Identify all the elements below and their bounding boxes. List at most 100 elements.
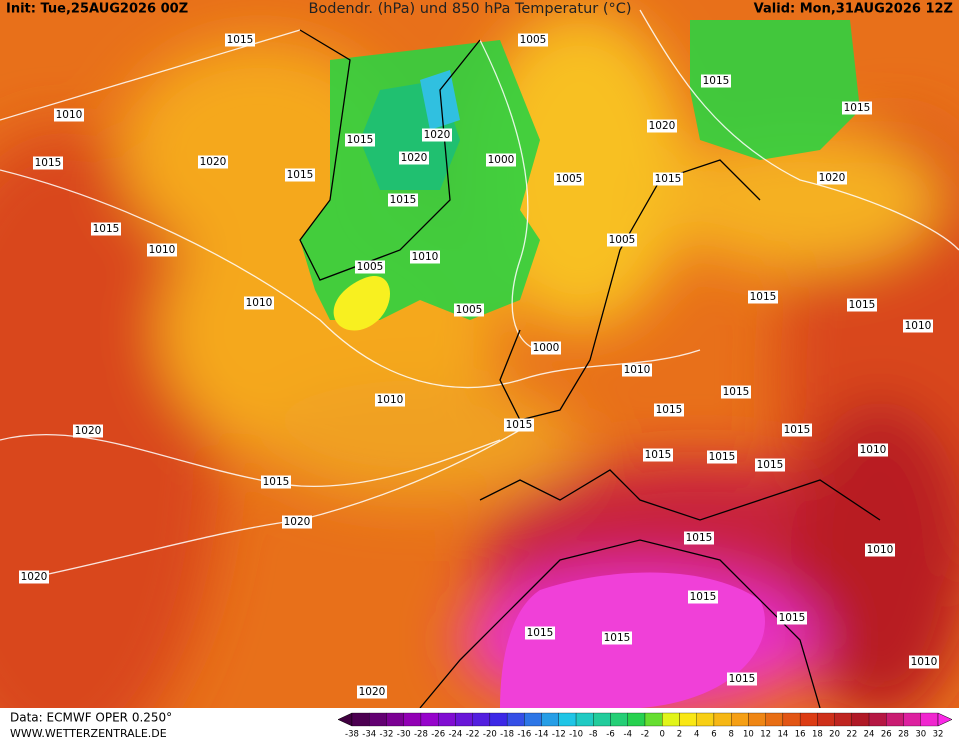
color-scale-cell xyxy=(351,712,370,727)
color-scale-label: -8 xyxy=(589,730,597,740)
isobar-label: 1015 xyxy=(506,419,533,431)
isobar-label: 1015 xyxy=(263,476,290,488)
isobar-label-box xyxy=(755,458,785,472)
color-scale-label: -26 xyxy=(431,730,445,740)
isobar-label-box xyxy=(622,363,652,377)
isobar-label: 1020 xyxy=(284,516,311,528)
isobar-label: 1015 xyxy=(757,459,784,471)
isobar-label-box xyxy=(33,156,63,170)
color-scale-label: 24 xyxy=(864,730,875,740)
color-scale-cell xyxy=(420,712,439,727)
color-scale-label: 28 xyxy=(898,730,909,740)
isobar-label: 1020 xyxy=(75,425,102,437)
color-scale-label: 30 xyxy=(915,730,926,740)
isobar-label-box xyxy=(643,448,673,462)
isobar-label-box xyxy=(684,531,714,545)
isobar-label-box xyxy=(357,685,387,699)
color-scale-cell xyxy=(799,712,818,727)
data-source: Data: ECMWF OPER 0.250° xyxy=(10,711,172,725)
color-scale-label: 4 xyxy=(694,730,699,740)
isobar-label-box xyxy=(909,655,939,669)
color-scale-label: 14 xyxy=(777,730,788,740)
isobar-label-box xyxy=(817,171,847,185)
isobar-label: 1015 xyxy=(93,223,120,235)
color-scale-label: -20 xyxy=(483,730,497,740)
isobar-label-box xyxy=(410,250,440,264)
isobar-label-box xyxy=(653,172,683,186)
color-scale-label: 6 xyxy=(711,730,716,740)
color-scale-cell xyxy=(438,712,456,727)
color-scale-cell xyxy=(455,712,473,727)
color-scale-cell xyxy=(369,712,387,727)
isobar-label: 1015 xyxy=(686,532,713,544)
isobar-label-box xyxy=(688,590,718,604)
isobar-label-box xyxy=(282,515,312,529)
color-scale-cell xyxy=(834,712,852,727)
color-scale-cell xyxy=(506,712,525,727)
isobar-label: 1015 xyxy=(347,134,374,146)
isobar-label-box xyxy=(782,423,812,437)
isobar-label: 1015 xyxy=(527,627,554,639)
color-scale-cell xyxy=(524,712,542,727)
color-scale-label: -10 xyxy=(569,730,583,740)
isobar-label-box xyxy=(388,193,418,207)
isobar-label: 1015 xyxy=(844,102,871,114)
color-scale-label: 16 xyxy=(795,730,806,740)
color-scale: -38 -34 -32 -30 -28 -26 -24 -22 -20 -18 -16 -14 -12-… xyxy=(337,712,953,740)
color-scale-cell xyxy=(662,712,680,727)
color-scale-label: 10 xyxy=(743,730,754,740)
color-scale-cell xyxy=(748,712,766,727)
isobar-label-box xyxy=(504,418,534,432)
isobar-label: 1005 xyxy=(609,234,636,246)
isobar-label-box xyxy=(748,290,778,304)
isobar-label-box xyxy=(865,543,895,557)
color-scale-label: 22 xyxy=(846,730,857,740)
isobar-label: 1015 xyxy=(656,404,683,416)
isobar-label-box xyxy=(355,260,385,274)
isobar-label-box xyxy=(903,319,933,333)
isobar-label: 1010 xyxy=(56,109,83,121)
color-scale-cell xyxy=(472,712,491,727)
isobar-label: 1020 xyxy=(819,172,846,184)
isobar-label-box xyxy=(847,298,877,312)
color-scale-label: -14 xyxy=(535,730,549,740)
color-scale-cell xyxy=(696,712,715,727)
color-scale-label: -4 xyxy=(624,730,632,740)
isobar-label-box xyxy=(727,672,757,686)
isobar-label: 1015 xyxy=(604,632,631,644)
color-scale-label: 26 xyxy=(881,730,892,740)
isobar-label-box xyxy=(454,303,484,317)
isobar-label-box xyxy=(399,151,429,165)
isobar-label: 1020 xyxy=(424,129,451,141)
color-scale-label: -38 xyxy=(345,730,359,740)
isobar-label-box xyxy=(261,475,291,489)
isobar-label-box xyxy=(518,33,548,47)
isobar-label: 1020 xyxy=(21,571,48,583)
color-scale-cell xyxy=(541,712,559,727)
isobar-label: 1010 xyxy=(905,320,932,332)
isobar-label: 1005 xyxy=(520,34,547,46)
isobar-label: 1010 xyxy=(149,244,176,256)
isobar-label-box xyxy=(225,33,255,47)
isobar-label: 1015 xyxy=(287,169,314,181)
color-scale-label: -24 xyxy=(448,730,462,740)
isobar-label: 1010 xyxy=(377,394,404,406)
isobar-label-box xyxy=(244,296,274,310)
color-scale-label: 2 xyxy=(677,730,682,740)
isobar-label: 1020 xyxy=(200,156,227,168)
color-scale-label: -32 xyxy=(380,730,394,740)
isobar-label: 1010 xyxy=(624,364,651,376)
color-scale-label: 32 xyxy=(933,730,944,740)
color-scale-cell xyxy=(627,712,646,727)
isobar-label-box xyxy=(486,153,516,167)
isobar-label-box xyxy=(531,341,561,355)
color-scale-label: -12 xyxy=(552,730,566,740)
isobar-label: 1010 xyxy=(860,444,887,456)
color-scale-label: -16 xyxy=(517,730,531,740)
color-scale-label: 12 xyxy=(760,730,771,740)
isobar-label: 1015 xyxy=(849,299,876,311)
valid-time: Valid: Mon,31AUG2026 12Z xyxy=(754,2,953,17)
isobar-label: 1005 xyxy=(456,304,483,316)
isobar-label: 1010 xyxy=(412,251,439,263)
